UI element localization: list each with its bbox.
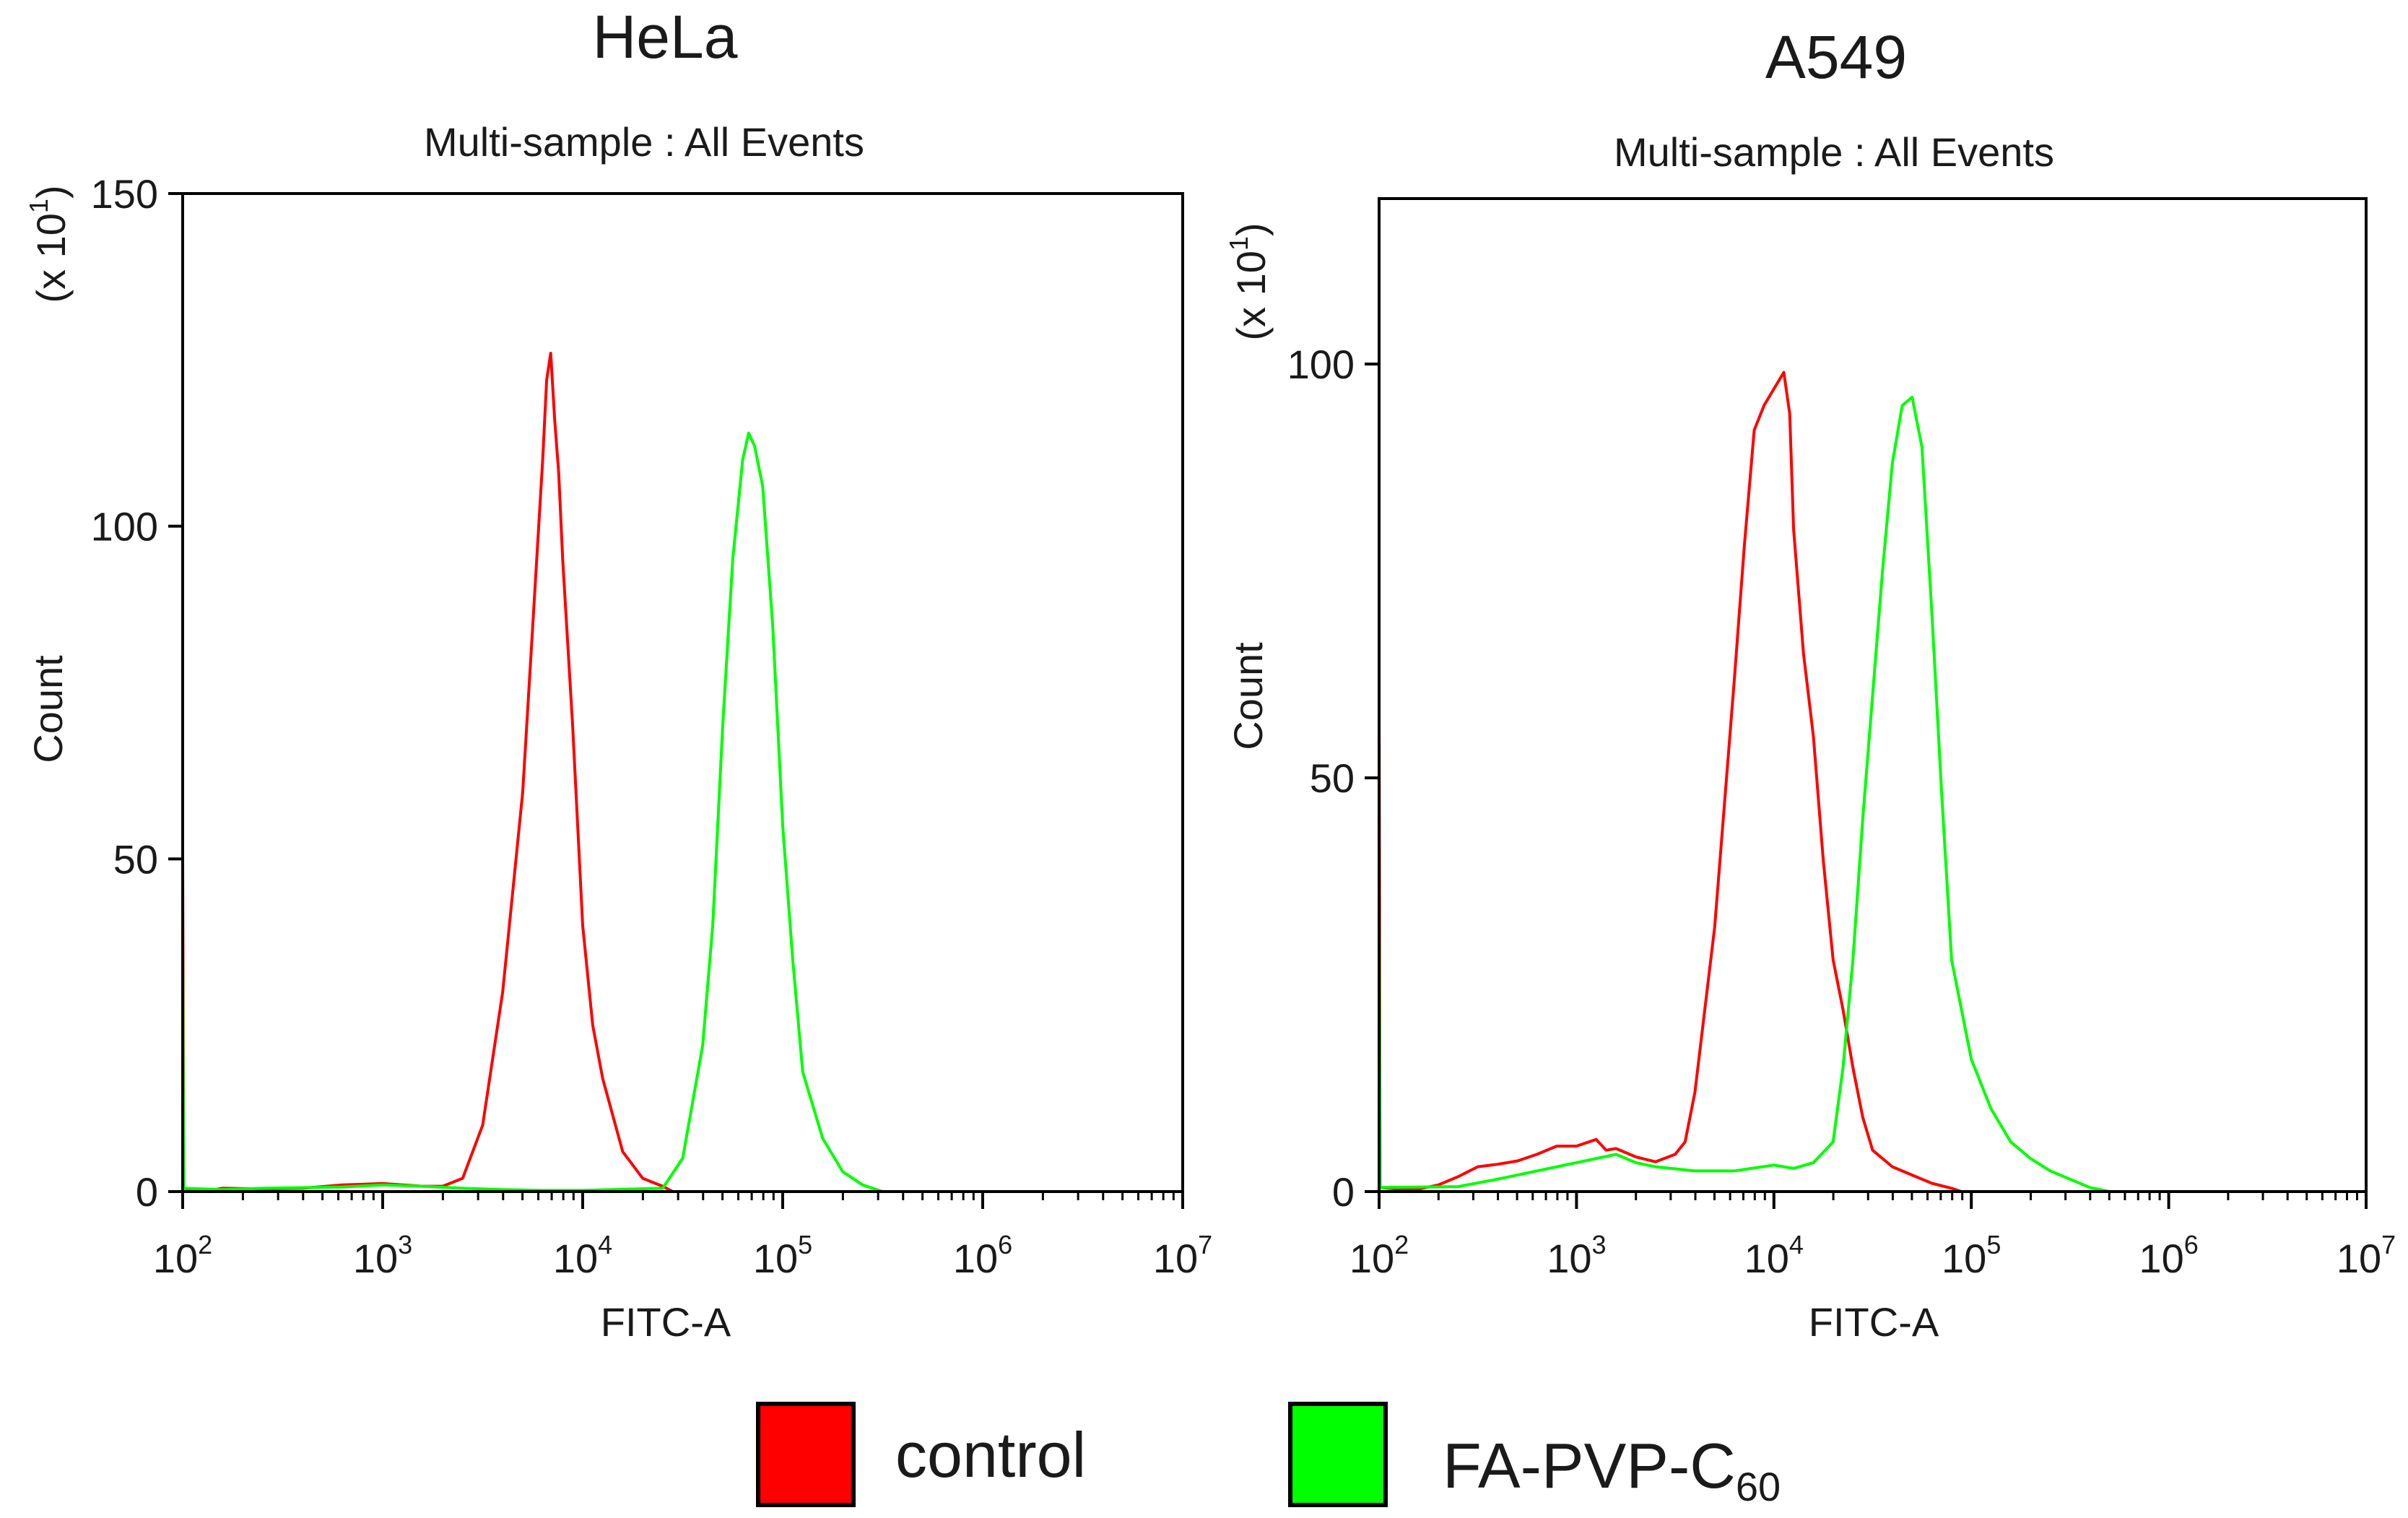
a549-y-ticks: 0 50 100 bbox=[1287, 342, 1379, 1215]
hela-y-tick-label: 0 bbox=[136, 1169, 158, 1215]
hela-x-tick-exp: 2 bbox=[198, 1230, 212, 1259]
hela-x-ticks: 102 103 104 105 106 107 bbox=[153, 1192, 1212, 1281]
hela-series-fa-pvp-c60 bbox=[181, 431, 884, 1193]
hela-x-tick-label: 105 bbox=[753, 1230, 812, 1281]
a549-x-tick-base: 10 bbox=[1942, 1236, 1986, 1281]
hela-x-tick-exp: 6 bbox=[998, 1230, 1012, 1259]
hela-y-tick-label: 150 bbox=[91, 171, 158, 217]
a549-x-tick-exp: 2 bbox=[1394, 1230, 1409, 1259]
a549-y-tick-label: 0 bbox=[1332, 1169, 1355, 1215]
hela-x-tick-base: 10 bbox=[753, 1236, 798, 1281]
hela-y-multiplier-close: ) bbox=[28, 185, 74, 199]
hela-x-tick-label: 107 bbox=[1153, 1230, 1212, 1281]
legend-label-control: control bbox=[895, 1419, 1086, 1491]
a549-series-control bbox=[1378, 370, 1963, 1193]
legend: control FA-PVP-C60 bbox=[756, 1402, 1781, 1509]
a549-x-tick-label: 104 bbox=[1744, 1230, 1804, 1281]
a549-x-tick-label: 103 bbox=[1547, 1230, 1606, 1281]
a549-x-tick-base: 10 bbox=[1547, 1236, 1591, 1281]
hela-x-tick-base: 10 bbox=[153, 1236, 198, 1281]
hela-y-axis-title: Count bbox=[25, 655, 71, 763]
a549-subtitle: Multi-sample : All Events bbox=[1614, 129, 2054, 175]
legend-label-treatment-main: FA-PVP-C bbox=[1443, 1430, 1736, 1501]
a549-y-tick-label: 100 bbox=[1287, 342, 1355, 387]
hela-y-ticks: 0 50 100 150 bbox=[91, 171, 183, 1215]
legend-swatch-treatment bbox=[1288, 1402, 1388, 1507]
hela-x-tick-exp: 4 bbox=[598, 1230, 612, 1259]
hela-plot-frame bbox=[181, 192, 1184, 1193]
hela-x-tick-exp: 5 bbox=[798, 1230, 812, 1259]
hela-x-tick-exp: 7 bbox=[1198, 1230, 1212, 1259]
a549-x-tick-base: 10 bbox=[2139, 1236, 2183, 1281]
a549-x-tick-base: 10 bbox=[1744, 1236, 1789, 1281]
legend-label-treatment-sub: 60 bbox=[1736, 1464, 1781, 1509]
hela-title: HeLa bbox=[593, 3, 738, 71]
a549-x-ticks: 102 103 104 105 106 107 bbox=[1349, 1192, 2396, 1281]
a549-y-multiplier: (x 101) bbox=[1224, 222, 1274, 340]
a549-x-tick-exp: 5 bbox=[1986, 1230, 2001, 1259]
hela-x-tick-label: 103 bbox=[353, 1230, 412, 1281]
hela-x-tick-base: 10 bbox=[353, 1236, 398, 1281]
a549-series-fa-pvp-c60 bbox=[1378, 396, 2111, 1193]
a549-x-tick-label: 107 bbox=[2337, 1230, 2396, 1281]
a549-x-tick-exp: 6 bbox=[2184, 1230, 2199, 1259]
hela-x-tick-base: 10 bbox=[953, 1236, 998, 1281]
hela-x-tick-label: 106 bbox=[953, 1230, 1012, 1281]
hela-x-tick-label: 102 bbox=[153, 1230, 212, 1281]
legend-label-treatment: FA-PVP-C60 bbox=[1443, 1430, 1781, 1509]
a549-x-tick-label: 102 bbox=[1349, 1230, 1409, 1281]
panel-a549: A549 Multi-sample : All Events (x 101) C… bbox=[1224, 23, 2396, 1345]
a549-x-tick-exp: 4 bbox=[1789, 1230, 1804, 1259]
hela-y-multiplier-exp: 1 bbox=[24, 199, 53, 213]
a549-y-multiplier-close: ) bbox=[1228, 222, 1274, 236]
a549-x-tick-exp: 7 bbox=[2381, 1230, 2396, 1259]
panel-hela: HeLa Multi-sample : All Events (x 101) C… bbox=[24, 3, 1212, 1345]
a549-x-tick-exp: 3 bbox=[1592, 1230, 1607, 1259]
a549-title: A549 bbox=[1765, 23, 1907, 91]
hela-x-axis-title: FITC-A bbox=[601, 1299, 731, 1345]
hela-y-multiplier-base: (x 10 bbox=[28, 213, 74, 303]
a549-x-tick-base: 10 bbox=[2337, 1236, 2381, 1281]
hela-subtitle: Multi-sample : All Events bbox=[424, 119, 864, 165]
a549-y-multiplier-exp: 1 bbox=[1224, 236, 1253, 251]
a549-plot-frame bbox=[1378, 197, 2368, 1193]
a549-x-tick-label: 105 bbox=[1942, 1230, 2001, 1281]
hela-y-tick-label: 100 bbox=[91, 504, 158, 550]
a549-x-tick-base: 10 bbox=[1349, 1236, 1394, 1281]
a549-y-axis-title: Count bbox=[1225, 642, 1271, 750]
hela-y-tick-label: 50 bbox=[113, 836, 158, 882]
a549-x-axis-title: FITC-A bbox=[1809, 1299, 1939, 1345]
a549-y-multiplier-base: (x 10 bbox=[1228, 251, 1274, 341]
hela-series bbox=[181, 352, 884, 1193]
a549-x-tick-label: 106 bbox=[2139, 1230, 2198, 1281]
a549-series bbox=[1378, 370, 2111, 1193]
hela-x-tick-base: 10 bbox=[553, 1236, 598, 1281]
a549-y-tick-label: 50 bbox=[1310, 755, 1355, 801]
hela-x-tick-base: 10 bbox=[1153, 1236, 1198, 1281]
hela-y-multiplier: (x 101) bbox=[24, 185, 74, 303]
legend-swatch-control bbox=[756, 1402, 856, 1507]
hela-x-tick-label: 104 bbox=[553, 1230, 612, 1281]
hela-x-tick-exp: 3 bbox=[398, 1230, 412, 1259]
